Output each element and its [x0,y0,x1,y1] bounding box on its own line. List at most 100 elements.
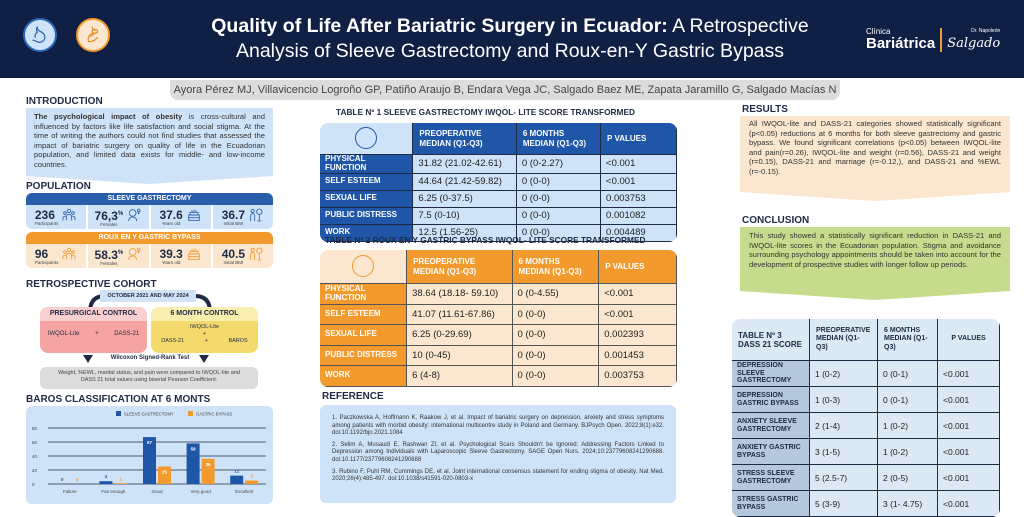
cohort-note: Weight, %EWL, marital status, and pain w… [40,367,258,389]
poster-header: Quality of Life After Bariatric Surgery … [0,0,1024,78]
bmi-icon [248,207,264,228]
table-header-cell: P VALUES [599,250,677,284]
bar-sleeve [186,443,200,484]
bar-value-label: 12 [234,469,240,474]
row-label: ANXIETY GASTRIC BYPASS [732,439,810,465]
bar-bypass [158,466,171,484]
cell-post: 3 (1- 4.75) [878,491,938,517]
table-header-row: PREOPERATIVE MEDIAN (Q1-Q3) 6 MONTHS MEDI… [320,250,677,284]
cell-pre: 31.82 (21.02-42.61) [413,155,517,174]
bar-value-label: 25 [162,470,168,475]
stat-unit: % [117,249,124,256]
population-group-title: ROUX EN Y GASTRIC BYPASS [26,232,273,244]
x-tick-label: Good [151,489,163,494]
x-tick-label: Failure [63,489,77,494]
six-month-item: BAROS [228,338,248,344]
bmi-icon [248,246,264,267]
cell-pre: 6.25 (0-37.5) [413,190,517,208]
presurgical-title: PRESURGICAL CONTROL [40,307,147,321]
stat-number: 39.3 [159,246,183,261]
cell-pre: 38.64 (18.18- 59.10) [407,284,513,305]
legend-label: GASTRIC BYPASS [196,412,232,417]
y-tick-label: 60 [32,440,38,445]
cohort-period: OCTOBER 2021 AND MAY 2024 [100,290,196,302]
reference-heading: REFERENCE [322,391,384,402]
legend-label: SLEEVE GASTRECTOMY [124,412,174,417]
author-list: Ayora Pérez MJ, Villavicencio Logroño GP… [170,80,840,100]
population-stats-row: 96 Participants 58.3% Females 39.3 Years old 4… [26,244,273,268]
table-row: STRESS SLEEVE GASTRECTOMY 5 (2.5-7) 2 (0-5… [732,465,1000,491]
bar-value-label: 4 [105,474,108,479]
y-tick-label: 20 [32,468,38,473]
cell-p: 0.003753 [601,190,677,208]
cake-icon [186,207,202,228]
reference-list: 1. Paczkowska A, Hoffmann K, Raakow J, e… [320,405,676,503]
table-row: DEPRESSION SLEEVE GASTRECTOMY 1 (0-2) 0 (0… [732,361,1000,387]
table2-bypass-iwqol: PREOPERATIVE MEDIAN (Q1-Q3) 6 MONTHS MEDI… [320,250,677,387]
row-label: DEPRESSION SLEEVE GASTRECTOMY [732,361,810,387]
bar-bypass [201,458,215,484]
table1-title: TABLE Nº 1 SLEEVE GASTRECTOMY IWQOL- LIT… [336,107,635,117]
six-month-item: IWQOL-Lite [189,324,220,330]
cell-post: 0 (0-0) [516,207,602,225]
cell-p: <0.001 [938,491,1000,517]
introduction-text: The psychological impact of obesity is c… [26,108,273,176]
cell-post: 0 (0-4.55) [512,284,600,305]
row-label: PUBLIC DISTRESS [320,345,408,366]
row-label: SEXUAL LIFE [320,190,414,208]
table-row: PUBLIC DISTRESS 10 (0-45) 0 (0-0) 0.001453 [320,345,677,366]
cell-pre: 5 (3-9) [810,491,878,517]
poster-title: Quality of Life After Bariatric Surgery … [211,15,809,62]
stat-value: 236 [35,209,59,221]
cell-p: <0.001 [938,465,1000,491]
results-heading: RESULTS [742,104,788,115]
table2-grid: PREOPERATIVE MEDIAN (Q1-Q3) 6 MONTHS MEDI… [320,250,677,387]
table-row: WORK 12.5 (1.56-25) 0 (0-0) 0.004489 [320,224,677,242]
y-tick-label: 40 [32,454,38,459]
bypass-stomach-icon [76,18,110,52]
table-header-cell: 6 MONTHS MEDIAN (Q1-Q3) [516,123,602,155]
stomach-icon [355,126,378,149]
cell-pre: 7.5 (0-10) [413,207,517,225]
population-heading: POPULATION [26,181,91,192]
row-label: PUBLIC DISTRESS [320,207,414,225]
population-stats-row: 236 Participants 76,3% Females 37.6 Years old… [26,205,273,229]
cell-pre: 12.5 (1.56-25) [413,224,517,242]
row-label: DEPRESSION GASTRIC BYPASS [732,387,810,413]
table-header-cell: 6 MONTHS MEDIAN (Q1-Q3) [512,250,600,284]
cell-post: 0 (0-0) [516,224,602,242]
stat-number: 37.6 [159,207,183,222]
plus-sign: + [95,331,99,337]
female-icon [126,246,142,267]
table3-grid: TABLE Nº 3 DASS 21 SCORE PREOPERATIVE MED… [732,319,1000,517]
reference-item: 3. Rubino F, Puhl RM, Cummings DE, et al… [332,468,664,483]
population-stat: 76,3% Females [86,205,148,229]
row-label: STRESS GASTRIC BYPASS [732,491,810,517]
bar-sleeve [99,481,113,484]
statistical-test: Wilcoxon Signed-Rank Test [110,355,190,361]
cell-pre: 44.64 (21.42-59.82) [413,173,517,191]
stat-value: 76,3% [95,208,124,222]
bar-value-label: 67 [147,440,153,445]
cell-p: 0.001082 [601,207,677,225]
row-label: ANXIETY SLEEVE GASTRECTOMY [732,413,810,439]
population-stat: 40.5 Initial BMI [210,244,273,268]
table-row: SELF ESTEEM 41.07 (11.61-67.86) 0 (0-0) <0.… [320,304,677,325]
table-row: PHYSICAL FUNCTION 31.82 (21.02-42.61) 0 (0… [320,154,677,174]
cohort-heading: RETROSPECTIVE COHORT [26,279,157,290]
conclusion-heading: CONCLUSION [742,215,810,226]
stat-label: Years old [161,259,181,265]
bar-value-label: 5 [250,474,253,479]
table2-title: TABLE Nº 2 ROUX EN Y GASTRIC BYPASS IWQO… [325,235,646,245]
stat-number: 76,3 [94,208,118,223]
cell-post: 0 (0-2.27) [516,155,602,174]
y-tick-label: 0 [32,482,35,487]
table-header-cell: PREOPERATIVE MEDIAN (Q1-Q3) [413,123,517,155]
legend-swatch [188,411,193,416]
table1-grid: PREOPERATIVE MEDIAN (Q1-Q3) 6 MONTHS MEDI… [320,123,677,242]
cell-post: 0 (0-1) [878,361,938,387]
cell-pre: 1 (0-3) [810,387,878,413]
table-header-cell: PREOPERATIVE MEDIAN (Q1-Q3) [407,250,513,284]
cell-post: 1 (0-2) [878,439,938,465]
population-stat: 58.3% Females [86,244,148,268]
